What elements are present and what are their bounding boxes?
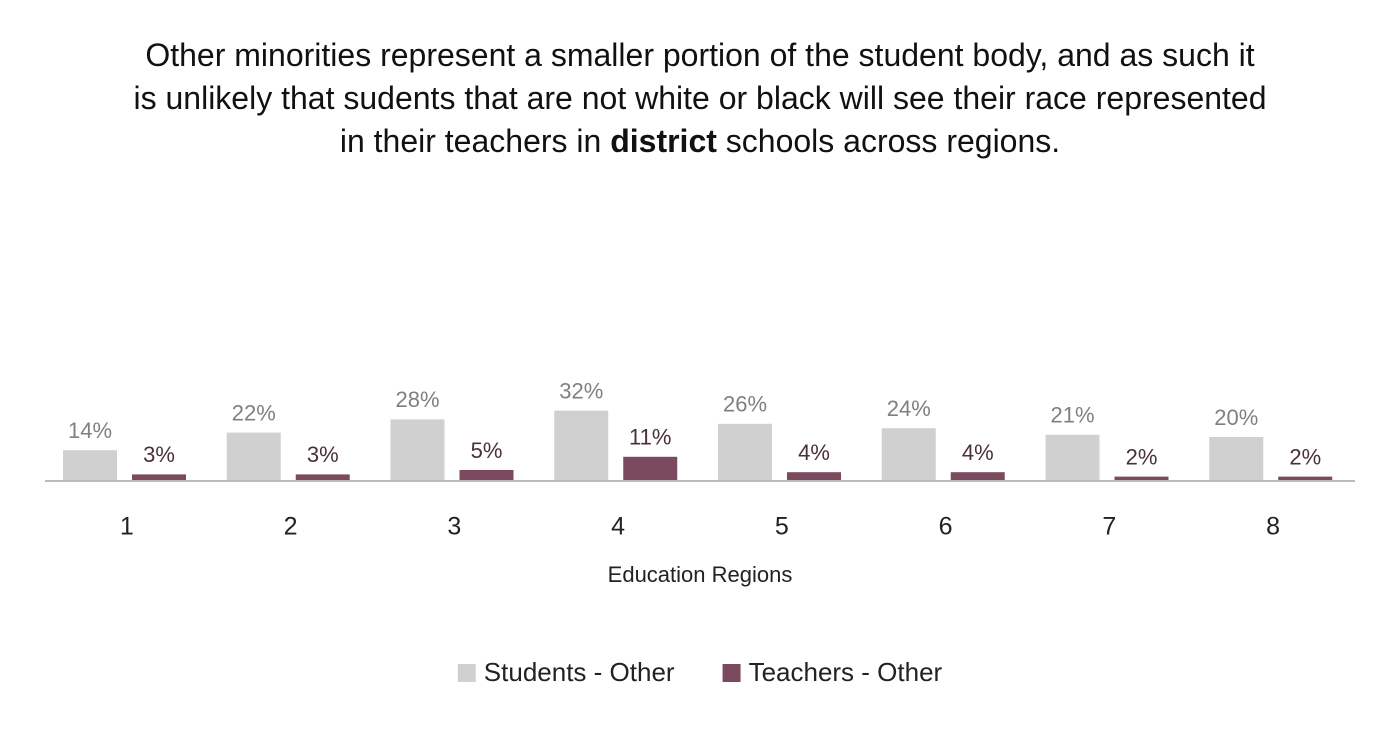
title-part: Other minorities represent a smaller por… [133,37,1267,159]
bar [623,456,678,481]
value-label: 26% [723,392,767,417]
x-tick-label: 3 [447,513,461,541]
value-label: 4% [962,440,994,465]
x-tick-label: 8 [1266,513,1280,541]
bar [1209,437,1264,481]
legend-text: Students - Other [484,657,675,687]
x-tick-label: 1 [120,513,134,541]
bar [459,470,514,481]
bar [950,472,1005,481]
x-tick-label: 6 [939,513,953,541]
value-label: 2% [1289,444,1321,469]
value-label: 2% [1126,444,1158,469]
bar [881,428,936,481]
value-label: 20% [1214,405,1258,430]
bar [226,432,281,481]
x-tick-label: 5 [775,513,789,541]
value-label: 4% [798,440,830,465]
value-label: 28% [395,387,439,412]
chart-title: Other minorities represent a smaller por… [130,34,1270,163]
bar [1114,476,1169,481]
legend-swatch [722,664,741,682]
bar [132,474,186,481]
bar [63,450,117,481]
value-label: 3% [307,442,339,467]
value-label: 32% [559,378,603,403]
bar [718,423,772,481]
value-label: 5% [471,438,503,463]
x-tick-label: 7 [1102,513,1116,541]
bar [295,474,350,481]
title-part: district [610,123,717,159]
x-tick-label: 2 [284,513,298,541]
bar [390,419,445,481]
value-label: 22% [232,400,276,425]
value-label: 24% [887,396,931,421]
value-label: 11% [629,425,671,450]
bar [554,410,609,481]
legend-swatch [457,664,476,682]
bar [787,472,841,481]
x-axis-title: Education Regions [608,562,793,587]
value-label: 21% [1050,403,1094,428]
value-label: 3% [143,442,175,467]
bar [1278,476,1333,481]
title-part: schools across regions. [716,123,1061,159]
x-tick-label: 4 [611,513,625,541]
legend-text: Teachers - Other [749,657,943,687]
value-label: 14% [68,418,112,443]
bar [1045,434,1100,481]
